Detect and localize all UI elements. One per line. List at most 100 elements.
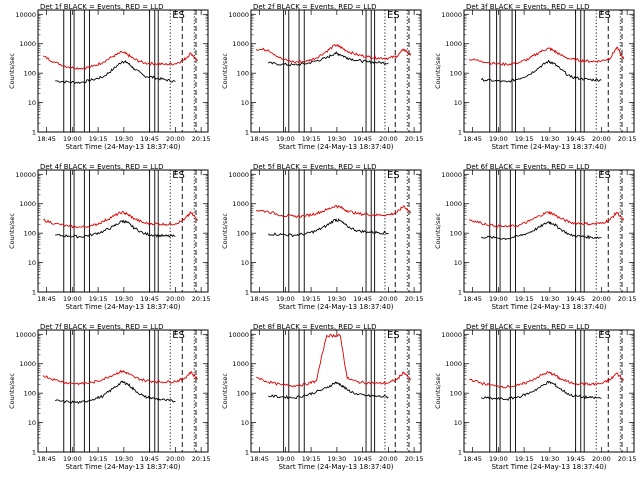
series-line-events bbox=[55, 60, 176, 85]
x-axis-label: Start Time (24-May-13 18:37:40) bbox=[278, 463, 393, 471]
y-tick-label: 1000 bbox=[445, 200, 462, 208]
x-tick-label: 19:00 bbox=[276, 135, 295, 143]
y-tick-label: 1 bbox=[32, 289, 36, 297]
x-tick-label: 18:45 bbox=[463, 295, 482, 303]
x-tick-label: 19:00 bbox=[489, 295, 508, 303]
panel-det-7: Det 7f BLACK = Events, RED = LLD 1 10 100 10… bbox=[8, 323, 210, 471]
y-tick-label: 100 bbox=[450, 230, 462, 238]
y-axis-label: Counts/sec bbox=[434, 213, 442, 249]
panel-det-1: Det 1f BLACK = Events, RED = LLD 1 10 100 10… bbox=[8, 3, 210, 151]
panel-title: Det 5f BLACK = Events, RED = LLD bbox=[253, 163, 376, 171]
x-tick-label: 18:45 bbox=[463, 455, 482, 463]
x-tick-label: 19:15 bbox=[302, 455, 321, 463]
y-tick-label: 1 bbox=[245, 129, 249, 137]
y-tick-label: 100 bbox=[237, 230, 249, 238]
panel-det-8: Det 8f BLACK = Events, RED = LLD 1 10 100 10… bbox=[221, 323, 423, 471]
y-tick-label: 100 bbox=[237, 70, 249, 78]
y-axis-label: Counts/sec bbox=[8, 53, 16, 89]
y-tick-label: 1000 bbox=[232, 40, 249, 48]
y-tick-label: 10 bbox=[241, 259, 249, 267]
y-tick-label: 10 bbox=[241, 99, 249, 107]
es-annotation: ES bbox=[172, 10, 185, 21]
es-annotation: ES bbox=[172, 330, 185, 341]
series-line-events bbox=[267, 381, 389, 400]
y-tick-label: 1 bbox=[32, 129, 36, 137]
x-tick-label: 20:00 bbox=[592, 295, 611, 303]
series-line-events bbox=[480, 59, 602, 83]
y-tick-label: 100 bbox=[24, 70, 36, 78]
x-tick-label: 19:45 bbox=[140, 135, 159, 143]
x-tick-label: 20:00 bbox=[166, 295, 185, 303]
x-tick-label: 19:00 bbox=[276, 295, 295, 303]
panel-det-5: Det 5f BLACK = Events, RED = LLD 1 10 100 10… bbox=[221, 163, 423, 311]
x-tick-label: 19:30 bbox=[327, 135, 346, 143]
y-tick-label: 100 bbox=[450, 70, 462, 78]
x-tick-label: 20:00 bbox=[166, 455, 185, 463]
x-tick-label: 19:45 bbox=[353, 135, 372, 143]
x-tick-label: 19:30 bbox=[114, 135, 133, 143]
x-tick-label: 19:15 bbox=[302, 135, 321, 143]
x-tick-label: 18:45 bbox=[250, 455, 269, 463]
x-tick-label: 20:15 bbox=[618, 455, 637, 463]
x-tick-label: 19:30 bbox=[327, 455, 346, 463]
panel-det-4: Det 4f BLACK = Events, RED = LLD 1 10 100 10… bbox=[8, 163, 210, 311]
x-tick-label: 19:30 bbox=[540, 135, 559, 143]
y-tick-label: 10 bbox=[28, 419, 36, 427]
y-tick-label: 10 bbox=[28, 99, 36, 107]
x-tick-label: 20:15 bbox=[618, 295, 637, 303]
y-tick-label: 1 bbox=[458, 129, 462, 137]
y-tick-label: 1000 bbox=[445, 40, 462, 48]
x-axis-label: Start Time (24-May-13 18:37:40) bbox=[65, 463, 180, 471]
x-tick-label: 20:15 bbox=[405, 135, 424, 143]
x-tick-label: 20:15 bbox=[618, 135, 637, 143]
x-tick-label: 18:45 bbox=[37, 455, 56, 463]
x-tick-label: 19:30 bbox=[114, 455, 133, 463]
x-tick-label: 19:45 bbox=[566, 455, 585, 463]
y-axis-label: Counts/sec bbox=[434, 53, 442, 89]
series-line-events bbox=[267, 218, 389, 238]
y-tick-label: 1000 bbox=[232, 360, 249, 368]
x-tick-label: 20:15 bbox=[405, 455, 424, 463]
y-tick-label: 1 bbox=[245, 449, 249, 457]
panel-title: Det 7f BLACK = Events, RED = LLD bbox=[40, 323, 163, 331]
y-tick-label: 10 bbox=[454, 259, 462, 267]
plot-frame bbox=[250, 329, 422, 453]
x-tick-label: 19:45 bbox=[353, 295, 372, 303]
x-tick-label: 19:30 bbox=[114, 295, 133, 303]
x-tick-label: 18:45 bbox=[250, 135, 269, 143]
y-axis-label: Counts/sec bbox=[221, 213, 229, 249]
x-tick-label: 19:15 bbox=[515, 135, 534, 143]
y-tick-label: 1 bbox=[32, 449, 36, 457]
series-line-lld bbox=[255, 204, 412, 219]
x-tick-label: 20:15 bbox=[192, 295, 211, 303]
panel-title: Det 6f BLACK = Events, RED = LLD bbox=[466, 163, 589, 171]
panel-title: Det 3f BLACK = Events, RED = LLD bbox=[466, 3, 589, 11]
panel-title: Det 2f BLACK = Events, RED = LLD bbox=[253, 3, 376, 11]
es-annotation: ES bbox=[387, 330, 400, 341]
x-tick-label: 20:00 bbox=[379, 135, 398, 143]
x-tick-label: 20:15 bbox=[192, 455, 211, 463]
x-tick-label: 20:00 bbox=[592, 135, 611, 143]
y-tick-label: 1000 bbox=[19, 360, 36, 368]
x-tick-label: 20:00 bbox=[592, 455, 611, 463]
plot-frame bbox=[37, 9, 209, 133]
plot-frame bbox=[463, 169, 635, 293]
x-tick-label: 19:30 bbox=[540, 455, 559, 463]
y-tick-label: 10 bbox=[454, 419, 462, 427]
series-line-lld bbox=[43, 51, 199, 70]
plot-frame bbox=[250, 9, 422, 133]
y-tick-label: 100 bbox=[24, 230, 36, 238]
x-tick-label: 19:00 bbox=[489, 135, 508, 143]
series-line-lld bbox=[469, 370, 625, 389]
y-axis-label: Counts/sec bbox=[221, 373, 229, 409]
y-axis-label: Counts/sec bbox=[8, 213, 16, 249]
y-tick-label: 10000 bbox=[15, 171, 36, 179]
x-tick-label: 19:45 bbox=[140, 455, 159, 463]
x-tick-label: 19:15 bbox=[515, 295, 534, 303]
y-tick-label: 10000 bbox=[441, 11, 462, 19]
x-tick-label: 19:45 bbox=[140, 295, 159, 303]
y-tick-label: 100 bbox=[450, 390, 462, 398]
es-annotation: ES bbox=[598, 10, 611, 21]
y-tick-label: 1000 bbox=[19, 40, 36, 48]
